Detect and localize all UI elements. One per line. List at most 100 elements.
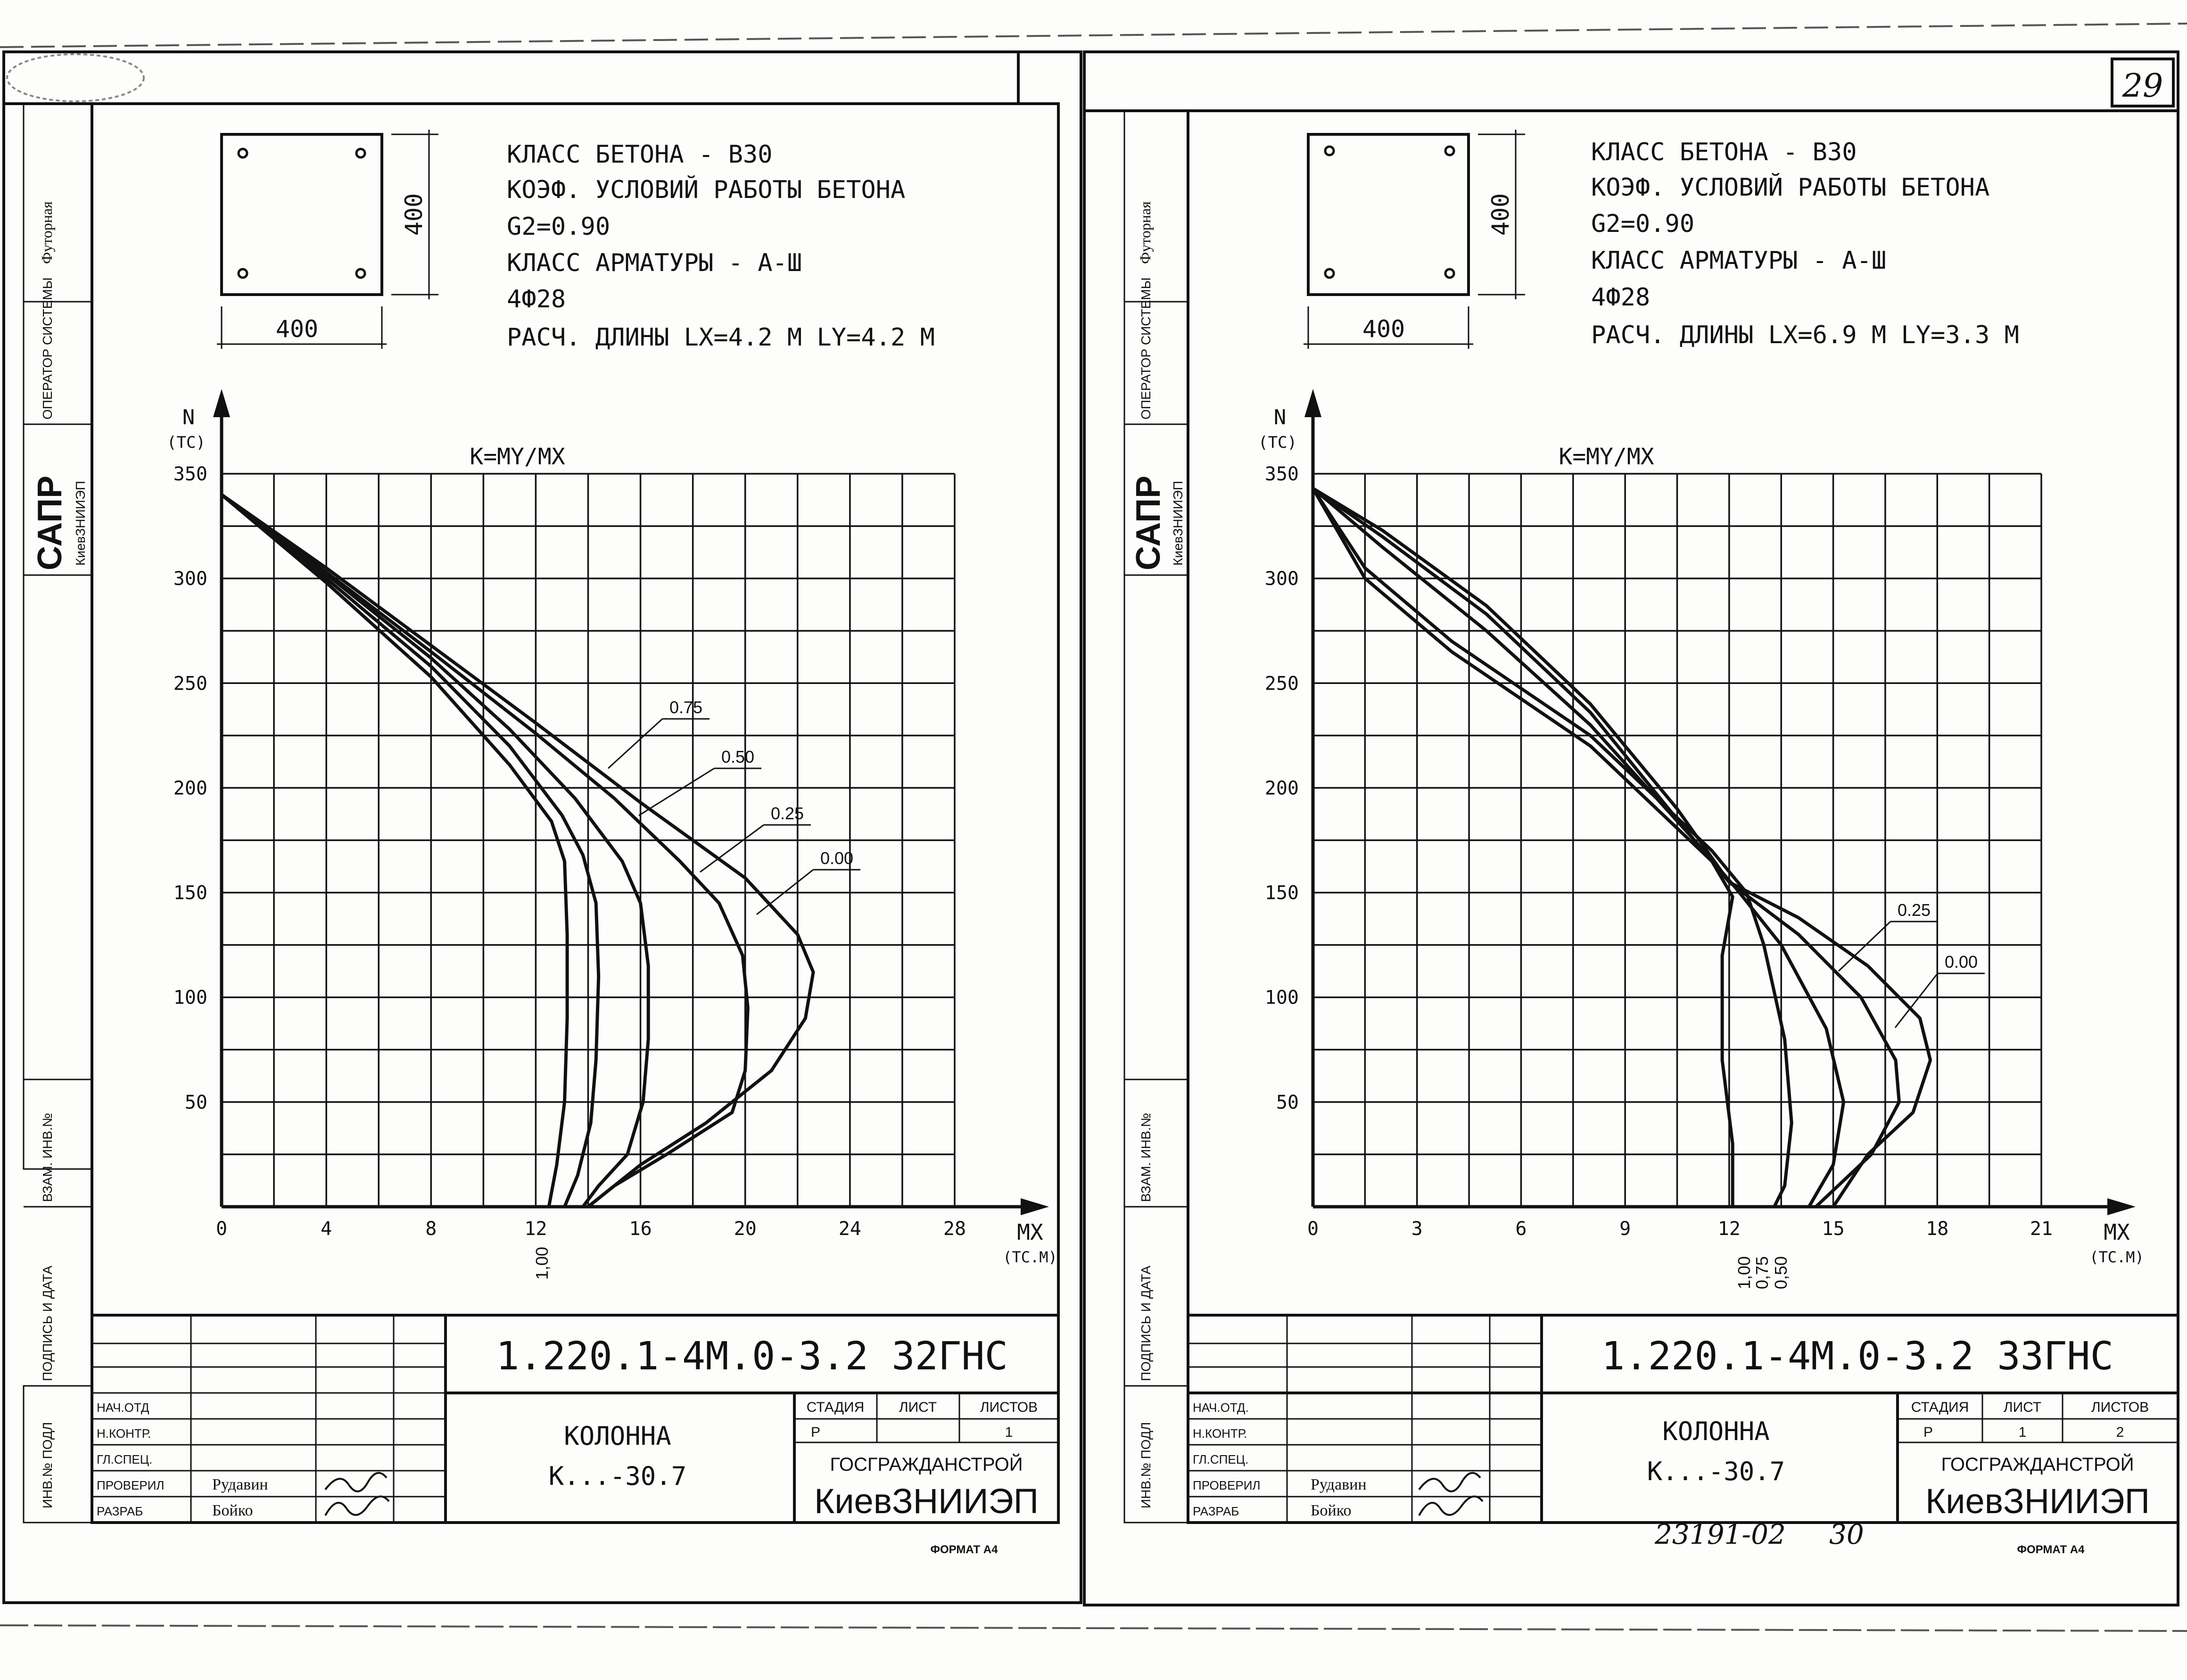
- x-tick-label: 20: [734, 1218, 757, 1240]
- role-4: ПРОВЕРИЛ: [97, 1478, 164, 1492]
- y-tick-label: 250: [173, 673, 207, 694]
- interaction-curve-0-75: [220, 493, 601, 1209]
- curve-label-vertical: 0,75: [1752, 1256, 1772, 1289]
- x-tick-label: 6: [1515, 1218, 1527, 1240]
- y-axis-unit: (ТС): [167, 433, 206, 452]
- signature-checker: [324, 1472, 388, 1492]
- role-3: ГЛ.СПЕЦ.: [1193, 1452, 1248, 1466]
- x-tick-label: 12: [1718, 1218, 1741, 1240]
- specs-right: КЛАСС БЕТОНА - В30 КОЭФ. УСЛОВИЙ РАБОТЫ …: [1591, 138, 2019, 349]
- sheets-header: ЛИСТОВ: [2091, 1400, 2149, 1415]
- title-block-left: 1.220.1-4М.0-3.2 32ГНС КОЛОННА К...-30.7…: [91, 1314, 1060, 1556]
- drawing-mark: К...-30.7: [549, 1461, 687, 1491]
- x-tick-label: 28: [943, 1218, 966, 1240]
- x-axis-label: MX: [2104, 1219, 2130, 1245]
- y-tick-label: 50: [185, 1092, 207, 1113]
- name-developer: Бойко: [212, 1502, 253, 1519]
- signature-checker: [1418, 1472, 1481, 1492]
- stamp-kiev: КиевЗНИИЭП: [73, 481, 88, 566]
- curve-label: 0.00: [820, 848, 853, 868]
- stamp-vzam: ВЗАМ. ИНВ.№: [1139, 1113, 1153, 1202]
- side-stamp-right: Футорная ОПЕРАТОР СИСТЕМЫ САПР КиевЗНИИЭ…: [1123, 110, 1189, 1524]
- specs-left: КЛАСС БЕТОНА - В30 КОЭФ. УСЛОВИЙ РАБОТЫ …: [507, 140, 935, 352]
- format-label: ФОРМАТ А4: [931, 1543, 999, 1556]
- title-block-right: 1.220.1-4М.0-3.2 33ГНС КОЛОННА К...-30.7…: [1187, 1314, 2179, 1556]
- stamp-sapr: САПР: [1130, 476, 1167, 570]
- handwritten-page: 30: [1829, 1518, 1864, 1550]
- y-tick-label: 100: [173, 987, 207, 1009]
- section-height-label: 400: [1487, 193, 1514, 236]
- sheets-header: ЛИСТОВ: [980, 1400, 1038, 1415]
- org-name: ГОСГРАЖДАНСТРОЙ: [830, 1453, 1023, 1475]
- x-tick-label: 12: [524, 1218, 547, 1240]
- curve-label: 0.75: [669, 698, 702, 717]
- drawing-code: 1.220.1-4М.0-3.2 33ГНС: [1601, 1334, 2113, 1379]
- y-tick-label: 150: [173, 882, 207, 904]
- role-3: ГЛ.СПЕЦ.: [97, 1452, 152, 1466]
- leader-line: [638, 767, 715, 816]
- stamp-kiev: КиевЗНИИЭП: [1171, 481, 1185, 566]
- stamp-futorna: Футорная: [38, 201, 55, 264]
- spec-line-1: КЛАСС БЕТОНА - В30: [507, 140, 773, 169]
- curve-label: 0.00: [1945, 952, 1978, 972]
- x-tick-label: 4: [321, 1218, 332, 1240]
- drawing-mark: К...-30.7: [1647, 1457, 1785, 1486]
- spec-line-3: G2=0.90: [507, 213, 610, 241]
- sheet-header: ЛИСТ: [899, 1400, 937, 1415]
- sheet-value: 1: [2019, 1425, 2027, 1440]
- spec-line-5: 4Ф28: [507, 285, 566, 313]
- stamp-sapr: САПР: [31, 476, 69, 570]
- column-section-left: 400 400: [217, 130, 438, 349]
- sheet-left: Футорная ОПЕРАТОР СИСТЕМЫ САПР КиевЗНИИЭ…: [4, 52, 1060, 1556]
- interaction-curve-1-00: [1311, 486, 1734, 1209]
- org-kiev: КиевЗНИИЭП: [814, 1482, 1039, 1521]
- spec-line-3: G2=0.90: [1591, 210, 1694, 238]
- stamp-podp: ПОДПИСЬ И ДАТА: [1139, 1266, 1153, 1381]
- y-tick-label: 350: [173, 463, 207, 485]
- name-developer: Бойко: [1311, 1502, 1352, 1519]
- y-tick-label: 300: [173, 568, 207, 590]
- stage-value: Р: [1923, 1425, 1933, 1440]
- spec-line-6: РАСЧ. ДЛИНЫ LX=6.9 M LY=3.3 M: [1591, 321, 2019, 349]
- x-tick-label: 24: [839, 1218, 861, 1240]
- x-tick-label: 3: [1411, 1218, 1423, 1240]
- curve-label: 0.50: [721, 747, 754, 766]
- sheets-value: 1: [1005, 1425, 1013, 1440]
- x-tick-label: 16: [629, 1218, 652, 1240]
- role-1: НАЧ.ОТД.: [1193, 1400, 1249, 1415]
- curve-label: 0.25: [771, 804, 804, 823]
- interaction-curve-0-75: [1311, 486, 1793, 1209]
- column-section-right: 400 400: [1304, 130, 1525, 349]
- spec-line-4: КЛАСС АРМАТУРЫ - А-Ш: [1591, 247, 1886, 275]
- handwritten-number: 23191-02: [1654, 1518, 1786, 1550]
- leader-line: [607, 718, 663, 769]
- x-axis-unit: (ТС.М): [2089, 1248, 2144, 1266]
- y-tick-label: 200: [173, 777, 207, 799]
- interaction-curve-1-00: [220, 493, 569, 1209]
- curve-label-vertical: 1,00: [532, 1247, 552, 1280]
- curve-label-vertical: 1,00: [1734, 1256, 1754, 1289]
- x-tick-label: 0: [216, 1218, 227, 1240]
- stamp-podp: ПОДПИСЬ И ДАТА: [40, 1266, 55, 1381]
- sheets-value: 2: [2116, 1425, 2124, 1440]
- y-axis-label: N: [182, 405, 195, 429]
- role-1: НАЧ.ОТД: [97, 1400, 149, 1415]
- y-axis-label: N: [1274, 405, 1287, 429]
- role-5: РАЗРАБ: [1193, 1504, 1239, 1518]
- x-tick-label: 18: [1926, 1218, 1948, 1240]
- drawing-name: КОЛОННА: [1662, 1416, 1770, 1446]
- stamp-futorna: Футорная: [1137, 201, 1154, 264]
- y-axis-arrow: [1304, 389, 1321, 417]
- name-checker: Рудавин: [1311, 1476, 1367, 1493]
- section-width-label: 400: [276, 315, 318, 343]
- signature-developer: [324, 1495, 390, 1516]
- spec-line-2: КОЭФ. УСЛОВИЙ РАБОТЫ БЕТОНА: [1591, 173, 1989, 202]
- org-kiev: КиевЗНИИЭП: [1925, 1482, 2150, 1521]
- y-axis-unit: (ТС): [1258, 433, 1297, 452]
- interaction-chart-left: 0 4 8 12 16 20 24 28 50 100 150 200 250 300 350 MX (ТС.М…: [167, 389, 1057, 1280]
- chart-title: K=MY/MX: [1559, 444, 1654, 470]
- x-axis-label: MX: [1017, 1219, 1043, 1245]
- sheet-header: ЛИСТ: [2004, 1400, 2041, 1415]
- interaction-curve-0-00: [220, 493, 815, 1209]
- y-tick-label: 150: [1265, 882, 1299, 904]
